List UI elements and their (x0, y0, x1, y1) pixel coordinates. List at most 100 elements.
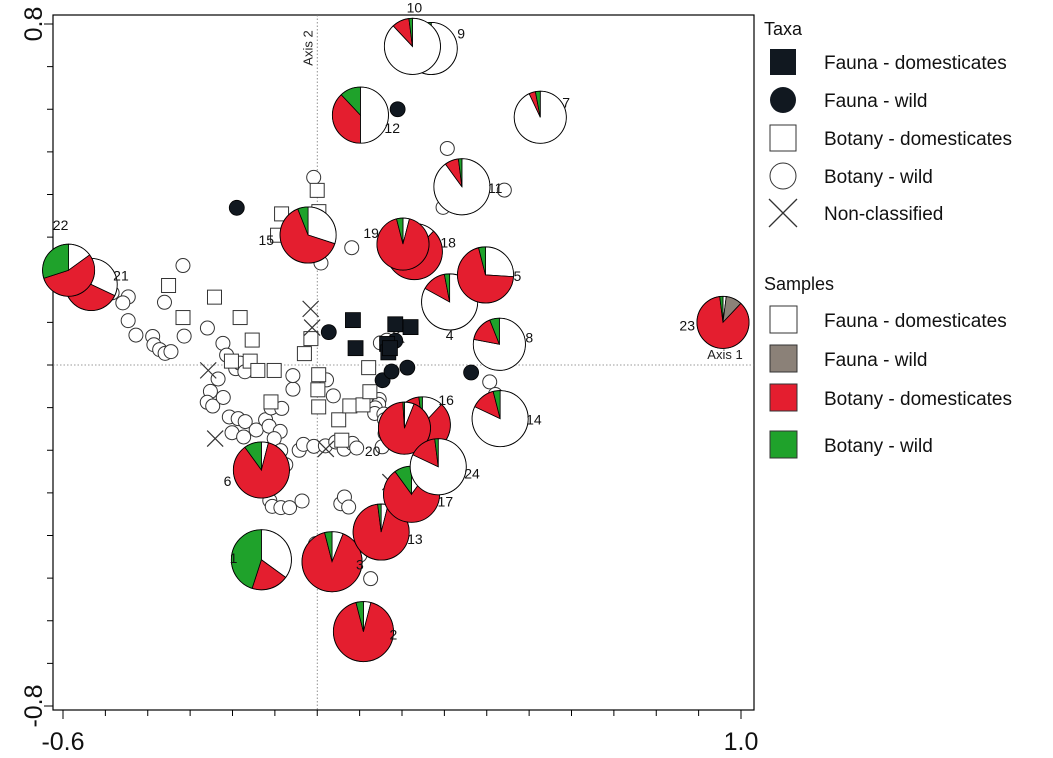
botany-wild-point (211, 372, 225, 386)
botany-domesticate-point (335, 433, 349, 447)
legend-taxa-item: Botany - domesticates (770, 125, 1012, 151)
sample-pie-1: 1 (230, 530, 292, 590)
sample-label: 20 (365, 443, 381, 459)
sample-label: 12 (384, 120, 400, 136)
legend-samples-label: Fauna - domesticates (824, 311, 1007, 332)
sample-pie-8: 8 (473, 318, 533, 370)
legend-samples-label: Botany - domesticates (824, 389, 1012, 410)
sample-label: 16 (438, 392, 454, 408)
fauna-domesticate-point (403, 320, 418, 335)
botany-wild-point (307, 170, 321, 184)
botany-wild-point (345, 241, 359, 255)
legend-marker-circle-open (770, 163, 796, 189)
fauna-domesticate-point (345, 313, 360, 328)
sample-pie-22: 22 (43, 217, 95, 296)
sample-label: 23 (679, 317, 695, 333)
fauna-wild-point (464, 365, 479, 380)
sample-label: 14 (526, 412, 542, 428)
legend-swatch-fauna-dom (770, 306, 797, 333)
legend-taxa-item: Fauna - wild (770, 87, 928, 113)
botany-wild-point (350, 441, 364, 455)
sample-pie-7: 7 (514, 91, 570, 143)
legend-marker-square-filled (770, 49, 796, 75)
botany-wild-point (364, 572, 378, 586)
botany-domesticate-point (363, 385, 377, 399)
botany-domesticate-point (356, 398, 370, 412)
sample-pie-11: 11 (434, 159, 503, 215)
y-tick-label-min: -0.8 (20, 684, 48, 727)
botany-wild-point (164, 345, 178, 359)
botany-domesticate-point (233, 311, 247, 325)
legend-taxa-label: Fauna - wild (824, 91, 928, 112)
legend-taxa-label: Botany - domesticates (824, 129, 1012, 150)
sample-pie-6: 6 (224, 442, 290, 498)
botany-domesticate-point (310, 183, 324, 197)
legend-taxa-item: Fauna - domesticates (770, 49, 1007, 75)
sample-label: 3 (356, 557, 364, 573)
botany-wild-point (440, 141, 454, 155)
botany-wild-point (129, 328, 143, 342)
botany-domesticate-point (297, 347, 311, 361)
pie-slice-fauna-dom (486, 247, 514, 277)
botany-wild-point (286, 382, 300, 396)
botany-domesticate-point (332, 413, 346, 427)
botany-domesticate-point (311, 383, 325, 397)
x-tick-label-max: 1.0 (724, 728, 759, 756)
legend-taxa-label: Botany - wild (824, 167, 933, 188)
botany-domesticate-point (312, 400, 326, 414)
fauna-wild-point (229, 200, 244, 215)
sample-label: 24 (464, 466, 480, 482)
legend-samples-item: Fauna - domesticates (770, 306, 1007, 333)
botany-wild-point (283, 501, 297, 515)
botany-wild-point (200, 321, 214, 335)
botany-wild-point (216, 390, 230, 404)
legend-swatch-botany-wild (770, 431, 797, 458)
botany-domesticate-point (312, 368, 326, 382)
legend-taxa-title: Taxa (764, 19, 803, 39)
fauna-wild-point (384, 364, 399, 379)
legend-marker-cross (769, 199, 797, 227)
sample-pie-15: 15 (259, 207, 337, 263)
y-tick-label-max: 0.8 (20, 7, 48, 42)
botany-wild-point (157, 295, 171, 309)
botany-wild-point (176, 259, 190, 273)
legend-taxa-item: Non-classified (769, 199, 943, 227)
sample-label: 21 (113, 268, 129, 284)
legend-marker-circle-filled (770, 87, 796, 113)
sample-label: 6 (224, 473, 232, 489)
non-classified-point (303, 301, 319, 317)
botany-wild-point (295, 494, 309, 508)
fauna-domesticate-point (388, 317, 403, 332)
non-classified-point (207, 431, 223, 447)
sample-label: 19 (363, 225, 379, 241)
fauna-wild-point (400, 360, 415, 375)
legend-samples-item: Fauna - wild (770, 345, 928, 372)
botany-wild-point (116, 296, 130, 310)
sample-label: 4 (446, 327, 454, 343)
legend-samples-label: Fauna - wild (824, 350, 928, 371)
sample-pie-5: 5 (458, 247, 522, 303)
axis1-label: Axis 1 (707, 347, 742, 362)
sample-label: 18 (440, 235, 456, 251)
legend-samples-item: Botany - domesticates (770, 384, 1012, 411)
sample-label: 8 (525, 329, 533, 345)
botany-domesticate-point (162, 279, 176, 293)
botany-domesticate-point (207, 290, 221, 304)
legend-swatch-fauna-wild (770, 345, 797, 372)
sample-pie-19: 19 (363, 218, 429, 270)
sample-label: 13 (407, 531, 423, 547)
sample-pie-23: 23 (679, 296, 749, 348)
legend-taxa-item: Botany - wild (770, 163, 933, 189)
fauna-wild-point (321, 325, 336, 340)
botany-domesticate-point (343, 399, 357, 413)
botany-wild-point (286, 369, 300, 383)
sample-label: 15 (259, 232, 275, 248)
sample-pie-12: 12 (332, 87, 400, 143)
sample-pie-24: 24 (410, 439, 480, 495)
sample-label: 1 (230, 550, 238, 566)
sample-label: 17 (438, 493, 454, 509)
botany-domesticate-point (245, 333, 259, 347)
sample-label: 7 (562, 94, 570, 110)
botany-wild-point (483, 375, 497, 389)
